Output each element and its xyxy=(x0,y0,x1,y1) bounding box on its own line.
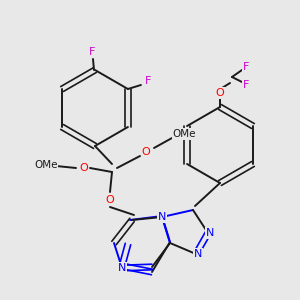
Text: N: N xyxy=(206,228,214,238)
Text: F: F xyxy=(89,47,95,57)
Text: OMe: OMe xyxy=(172,129,196,139)
Text: O: O xyxy=(106,195,114,205)
Text: N: N xyxy=(194,249,202,259)
Text: F: F xyxy=(145,76,151,86)
Text: N: N xyxy=(118,263,126,273)
Text: F: F xyxy=(243,62,249,72)
Text: O: O xyxy=(216,88,224,98)
Text: N: N xyxy=(158,212,166,222)
Text: OMe: OMe xyxy=(34,160,58,170)
Text: O: O xyxy=(142,147,150,157)
Text: F: F xyxy=(243,80,249,90)
Text: O: O xyxy=(80,163,88,173)
